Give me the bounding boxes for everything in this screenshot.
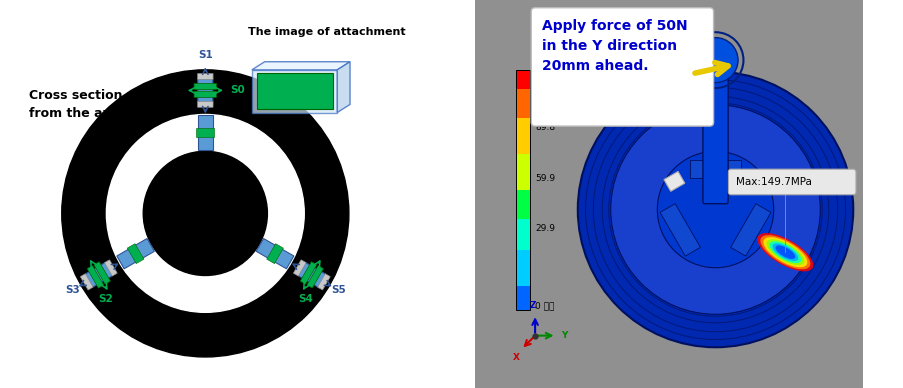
Bar <box>127 244 144 263</box>
Text: Z: Z <box>529 301 535 310</box>
Polygon shape <box>256 73 332 109</box>
Text: The image of attachment: The image of attachment <box>247 27 405 37</box>
Bar <box>515 118 530 154</box>
Bar <box>198 115 212 150</box>
FancyBboxPatch shape <box>80 274 93 290</box>
Circle shape <box>107 114 304 312</box>
Circle shape <box>610 105 819 314</box>
Text: S4: S4 <box>298 294 312 304</box>
FancyBboxPatch shape <box>300 262 316 284</box>
Bar <box>515 89 530 118</box>
Bar <box>690 160 740 178</box>
FancyBboxPatch shape <box>85 263 113 287</box>
Polygon shape <box>252 70 337 113</box>
Text: X: X <box>513 353 519 362</box>
Bar <box>256 239 293 269</box>
Text: 59.9: 59.9 <box>535 173 554 183</box>
Text: S1: S1 <box>198 50 212 60</box>
Bar <box>515 154 530 190</box>
Bar <box>515 190 530 219</box>
Ellipse shape <box>775 246 795 259</box>
FancyBboxPatch shape <box>317 274 330 290</box>
Ellipse shape <box>768 241 800 263</box>
Text: S5: S5 <box>330 285 345 295</box>
Ellipse shape <box>766 239 804 265</box>
Bar <box>515 219 530 250</box>
Bar <box>730 204 770 256</box>
Text: Y: Y <box>561 331 567 340</box>
Polygon shape <box>252 62 349 70</box>
Bar <box>659 204 700 256</box>
FancyBboxPatch shape <box>531 8 712 126</box>
Bar <box>515 286 530 310</box>
Text: 0 最小: 0 最小 <box>535 301 554 310</box>
FancyBboxPatch shape <box>194 91 217 97</box>
Text: S0: S0 <box>230 85 245 95</box>
Bar <box>515 70 530 89</box>
Polygon shape <box>337 62 349 113</box>
FancyBboxPatch shape <box>198 78 212 102</box>
Text: 119.8: 119.8 <box>535 73 561 81</box>
Ellipse shape <box>762 237 806 267</box>
Text: Max:149.7MPa: Max:149.7MPa <box>735 177 811 187</box>
FancyBboxPatch shape <box>198 73 213 79</box>
Ellipse shape <box>759 235 809 269</box>
Circle shape <box>61 70 349 357</box>
FancyBboxPatch shape <box>298 263 325 287</box>
Text: S3: S3 <box>65 285 79 295</box>
FancyBboxPatch shape <box>293 260 306 276</box>
Bar <box>266 244 283 263</box>
Text: S2: S2 <box>98 294 113 304</box>
Ellipse shape <box>757 233 813 271</box>
FancyBboxPatch shape <box>105 260 117 276</box>
FancyBboxPatch shape <box>94 262 110 284</box>
Text: Apply force of 50N
in the Y direction
20mm ahead.: Apply force of 50N in the Y direction 20… <box>541 19 686 73</box>
Circle shape <box>693 38 737 83</box>
Bar <box>196 128 214 137</box>
Text: Cross section seen
from the axis: Cross section seen from the axis <box>29 89 160 120</box>
Bar <box>663 171 684 191</box>
FancyBboxPatch shape <box>703 64 727 204</box>
Text: 29.9: 29.9 <box>535 224 554 233</box>
Circle shape <box>656 151 773 268</box>
Ellipse shape <box>771 243 797 261</box>
Circle shape <box>577 72 852 347</box>
Bar <box>515 70 530 310</box>
FancyBboxPatch shape <box>88 266 104 288</box>
FancyBboxPatch shape <box>728 169 855 195</box>
Circle shape <box>143 151 267 275</box>
Bar <box>515 250 530 286</box>
FancyBboxPatch shape <box>198 101 213 107</box>
Bar <box>116 239 154 269</box>
FancyBboxPatch shape <box>194 83 217 90</box>
FancyBboxPatch shape <box>307 266 323 288</box>
Text: 89.8: 89.8 <box>535 123 554 132</box>
